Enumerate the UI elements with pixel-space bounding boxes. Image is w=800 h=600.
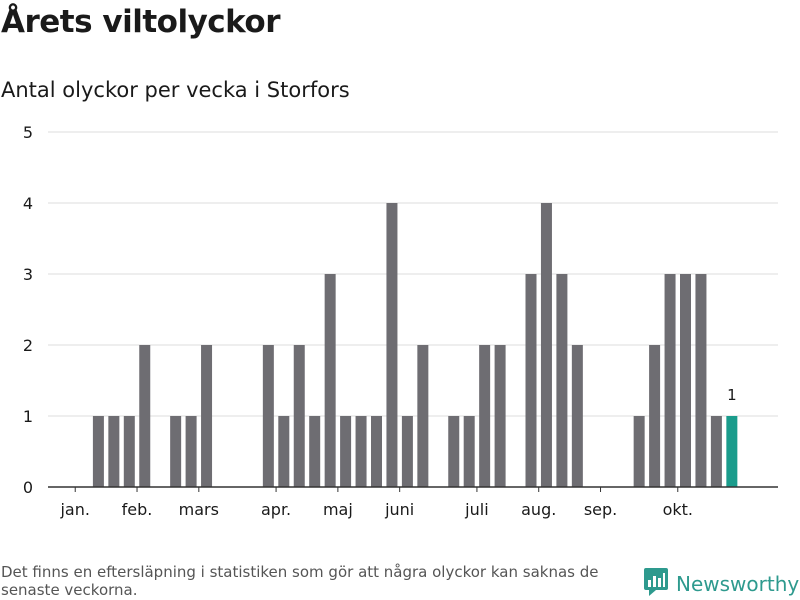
bar (649, 345, 661, 487)
bar (324, 274, 336, 487)
x-axis-ticks: jan. feb. mars apr. maj juni juli aug. sep. okt. (59, 487, 693, 519)
bar (386, 203, 398, 487)
bar (170, 416, 182, 487)
newsworthy-chart-icon (644, 568, 668, 600)
bar (494, 345, 506, 487)
bar (139, 345, 151, 487)
brand-name: Newsworthy (676, 572, 800, 596)
bar (448, 416, 460, 487)
bar (540, 203, 552, 487)
data-label-highlight: 1 (727, 386, 737, 404)
bar (571, 345, 583, 487)
data-labels: 1 (727, 386, 737, 404)
chart-subtitle: Antal olyckor per vecka i Storfors (1, 78, 350, 102)
bar (463, 416, 475, 487)
bar (92, 416, 104, 487)
bars (92, 203, 738, 487)
newsworthy-logo[interactable]: Newsworthy (644, 568, 799, 600)
x-tick-label: okt. (663, 500, 693, 519)
bar (340, 416, 352, 487)
y-tick-label: 3 (23, 265, 33, 284)
bar (479, 345, 491, 487)
y-tick-label: 1 (23, 407, 33, 426)
x-tick-label: juni (384, 500, 414, 519)
y-axis-ticks: 0 1 2 3 4 5 (23, 123, 33, 497)
bar (123, 416, 135, 487)
bar (695, 274, 707, 487)
bar-highlight (726, 416, 738, 487)
y-tick-label: 0 (23, 478, 33, 497)
bar (371, 416, 382, 487)
bar (680, 274, 691, 487)
x-tick-label: sep. (584, 500, 617, 519)
bar (664, 274, 676, 487)
bar (417, 345, 429, 487)
bar (201, 345, 213, 487)
x-tick-label: maj (323, 500, 353, 519)
bar (293, 345, 305, 487)
y-tick-label: 2 (23, 336, 33, 355)
bar (185, 416, 197, 487)
x-tick-label: feb. (122, 500, 153, 519)
bar (278, 416, 290, 487)
chart-title: Årets viltolyckor (1, 4, 281, 40)
y-tick-label: 5 (23, 123, 33, 142)
x-tick-label: mars (179, 500, 219, 519)
x-tick-label: apr. (261, 500, 291, 519)
y-tick-label: 4 (23, 194, 33, 213)
x-tick-label: aug. (521, 500, 556, 519)
bar (710, 416, 722, 487)
bar (355, 416, 367, 487)
bar (108, 416, 120, 487)
bar (262, 345, 274, 487)
bar (525, 274, 537, 487)
x-tick-label: juli (464, 500, 488, 519)
bar (309, 416, 321, 487)
bar (633, 416, 645, 487)
bar (401, 416, 413, 487)
footnote: Det finns en eftersläpning i statistiken… (1, 563, 599, 599)
bar (556, 274, 568, 487)
x-tick-label: jan. (59, 500, 89, 519)
